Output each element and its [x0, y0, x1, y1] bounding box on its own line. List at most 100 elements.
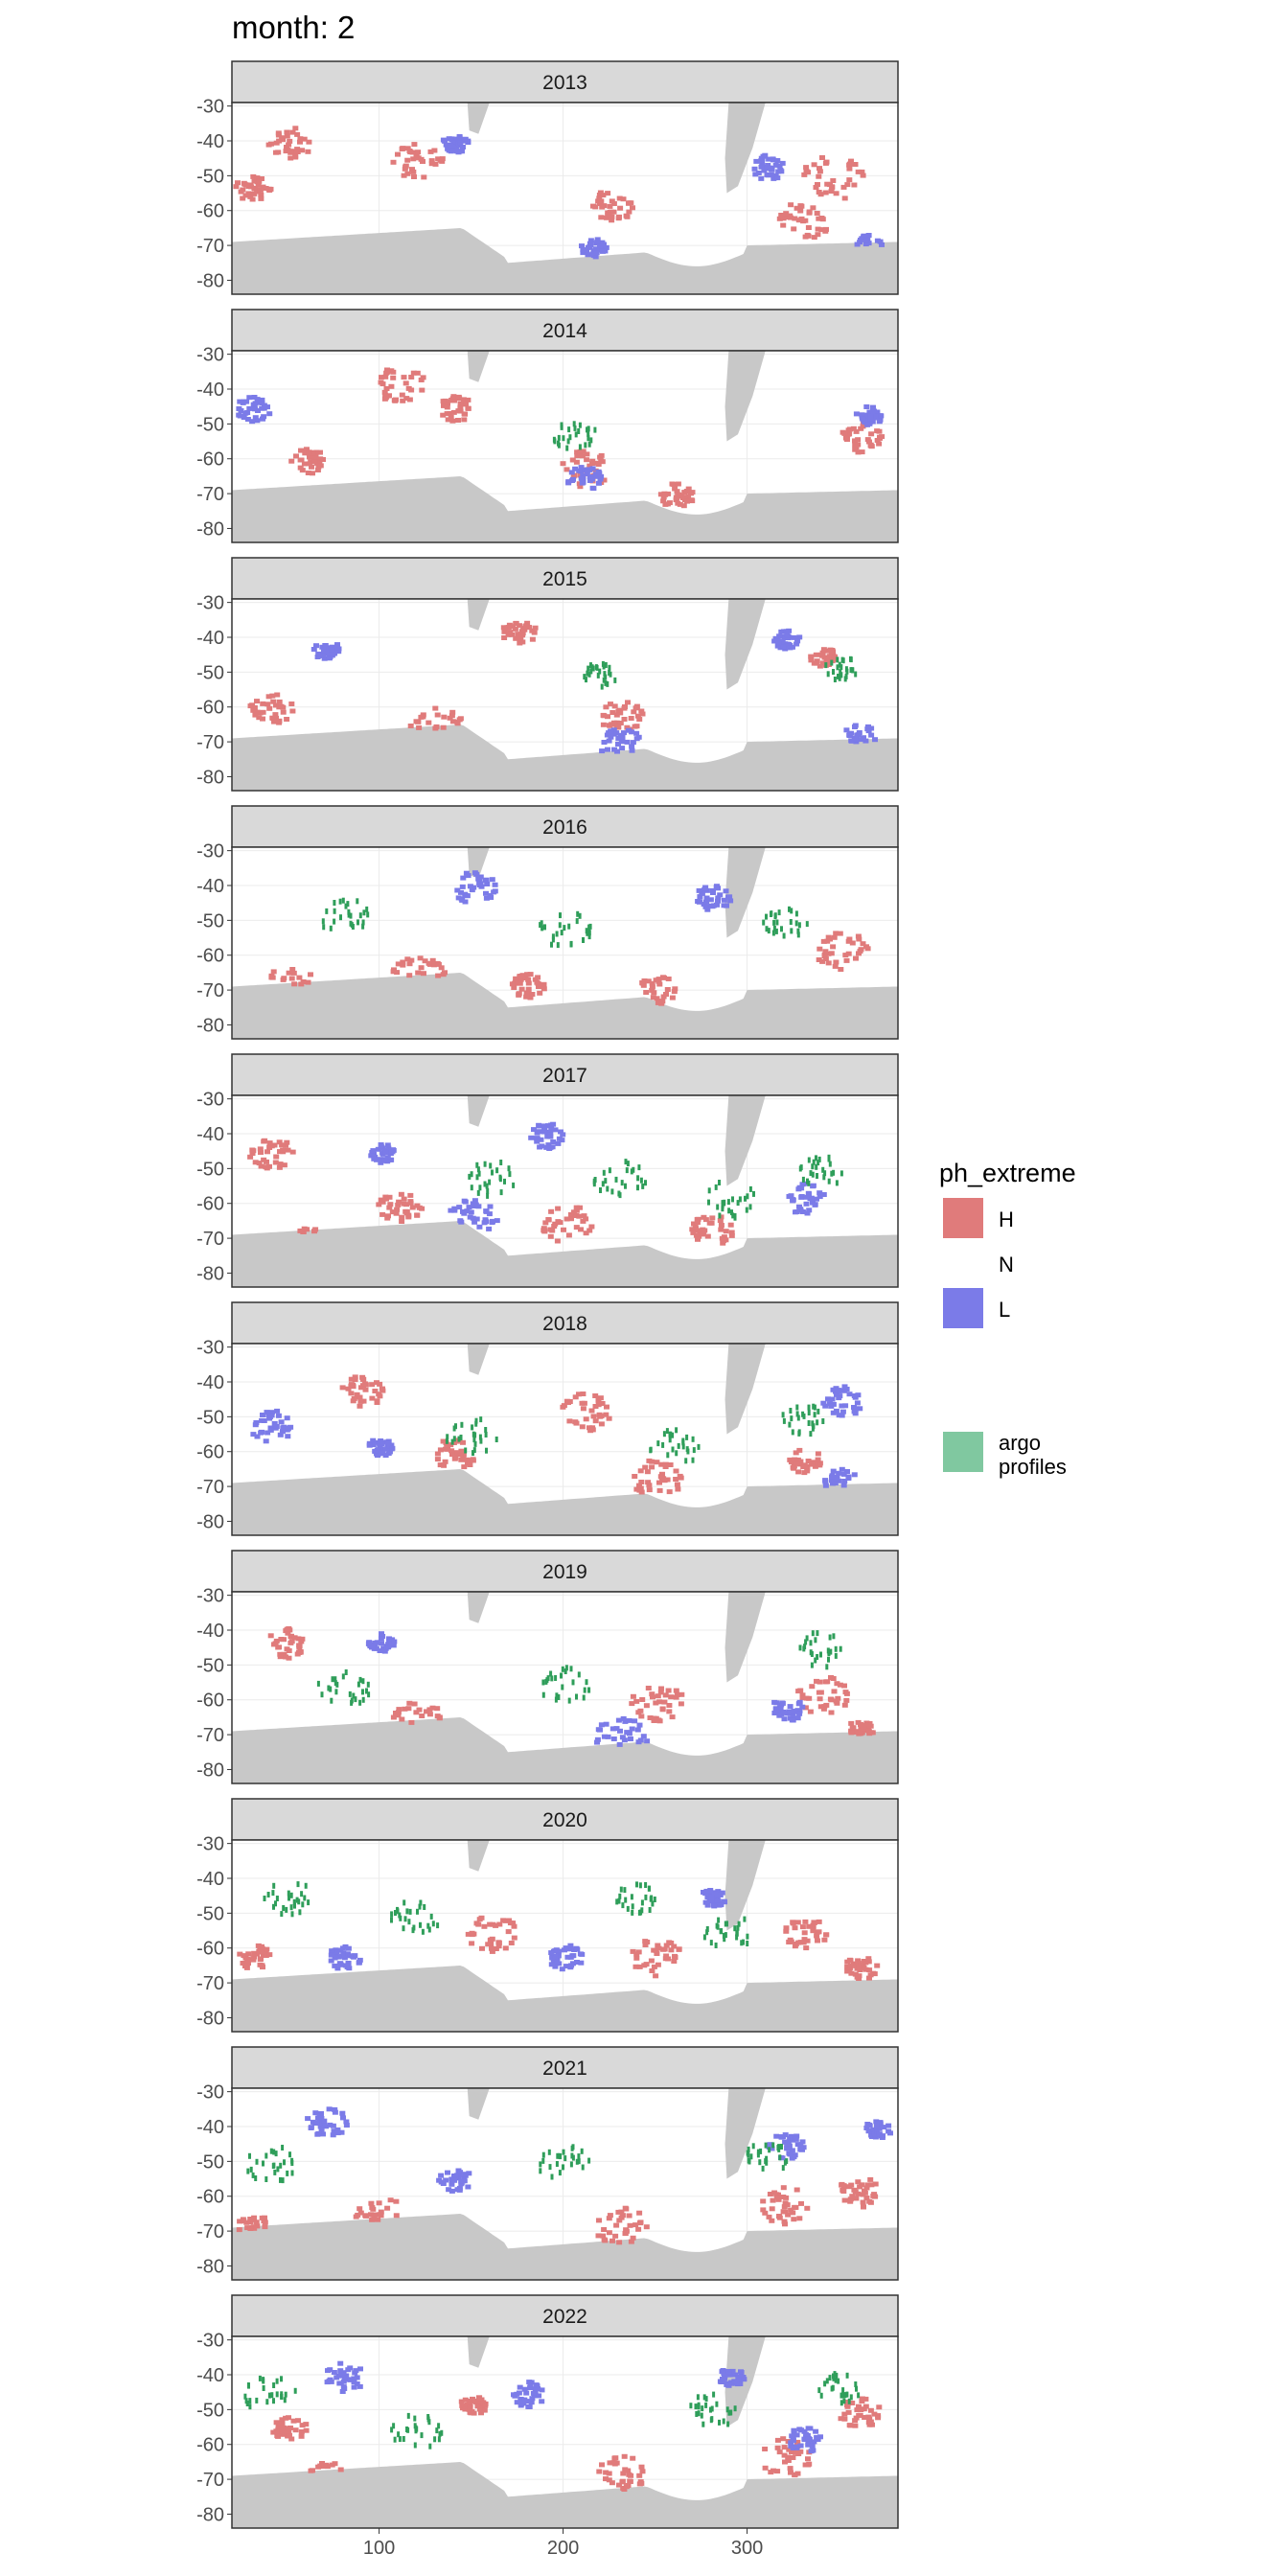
cell-H [426, 960, 432, 966]
cell-argo [577, 2158, 581, 2165]
cell-H [796, 1447, 803, 1453]
cell-argo [300, 1891, 304, 1898]
cell-H [651, 1964, 657, 1969]
cell-H [493, 1946, 499, 1951]
cell-L [786, 1194, 793, 1199]
cell-argo [280, 2376, 283, 2382]
cell-H [410, 156, 417, 162]
cell-L [787, 1704, 794, 1710]
cell-H [548, 1208, 555, 1214]
antarctica-landmass [232, 1717, 898, 1783]
cell-argo [398, 2436, 402, 2443]
cell-H [257, 187, 264, 193]
cell-H [298, 1639, 305, 1644]
cell-H [414, 370, 421, 376]
cell-H [390, 159, 397, 165]
cell-H [402, 166, 408, 172]
cell-L [266, 411, 273, 417]
cell-H [830, 178, 837, 183]
cell-argo [745, 1207, 748, 1213]
cell-argo [790, 928, 794, 934]
cell-H [609, 214, 615, 219]
cell-argo [344, 1669, 348, 1675]
y-tick-label: -60 [196, 1690, 224, 1712]
cell-H [658, 1461, 665, 1467]
cell-L [527, 2383, 534, 2389]
cell-argo [563, 925, 566, 932]
cell-H [354, 1392, 360, 1397]
cell-H [781, 2445, 788, 2450]
cell-argo [805, 921, 809, 928]
cell-H [280, 2429, 287, 2434]
cell-L [491, 889, 497, 895]
cell-H [635, 2226, 642, 2232]
cell-H [783, 211, 790, 217]
cell-argo [746, 1941, 749, 1946]
cell-H [819, 217, 826, 222]
cell-argo [472, 1437, 476, 1443]
antarctica-landmass [232, 2214, 898, 2280]
cell-H [825, 934, 832, 940]
cell-H [540, 986, 547, 992]
cell-argo [415, 2426, 419, 2432]
cell-H [792, 2472, 798, 2478]
cell-H [286, 2428, 292, 2434]
cell-L [797, 1208, 804, 1213]
cell-H [611, 2461, 618, 2467]
cell-L [635, 734, 642, 740]
cell-argo [849, 2394, 853, 2401]
cell-argo [473, 1432, 477, 1438]
cell-L [772, 162, 779, 168]
cell-L [830, 1410, 837, 1415]
cell-H [609, 198, 615, 204]
cell-L [385, 1451, 392, 1457]
cell-L [619, 1735, 626, 1740]
cell-L [236, 406, 242, 411]
cell-H [636, 2210, 643, 2216]
cell-L [259, 1417, 265, 1423]
cell-H [860, 2199, 866, 2205]
cell-argo [662, 1431, 666, 1438]
cell-H [621, 2453, 628, 2459]
cell-L [331, 2370, 337, 2375]
cell-H [850, 426, 857, 431]
cell-argo [549, 1670, 553, 1677]
cell-H [595, 1397, 602, 1403]
cell-argo [789, 1408, 793, 1414]
cell-H [501, 629, 508, 634]
cell-H [815, 1451, 821, 1457]
cell-H [600, 193, 607, 198]
cell-H [832, 963, 839, 969]
south-america-landmass [724, 351, 766, 442]
cell-H [841, 2197, 848, 2203]
cell-H [603, 2476, 609, 2482]
cell-argo [827, 1154, 831, 1161]
cell-argo [834, 1652, 838, 1659]
cell-H [518, 977, 524, 982]
y-tick-label: -80 [196, 518, 224, 540]
cell-argo [765, 913, 768, 920]
cell-L [633, 730, 640, 736]
cell-L [861, 235, 866, 241]
cell-argo [773, 912, 777, 919]
cell-H [846, 177, 853, 183]
cell-argo [297, 1898, 301, 1905]
cell-L [598, 473, 605, 479]
cell-H [289, 129, 296, 135]
cell-L [454, 887, 461, 893]
cell-L [871, 408, 877, 414]
cell-H [674, 489, 680, 494]
cell-H [702, 1228, 708, 1233]
cell-argo [358, 1699, 362, 1706]
cell-argo [334, 1689, 338, 1695]
cell-argo [276, 2166, 280, 2173]
cell-argo [587, 933, 591, 940]
cell-L [614, 748, 620, 754]
cell-H [639, 2469, 646, 2474]
cell-L [597, 476, 604, 482]
cell-H [650, 995, 656, 1000]
cell-argo [475, 1162, 479, 1168]
cell-H [823, 1932, 830, 1938]
cell-argo [273, 2169, 277, 2175]
cell-L [329, 644, 335, 650]
